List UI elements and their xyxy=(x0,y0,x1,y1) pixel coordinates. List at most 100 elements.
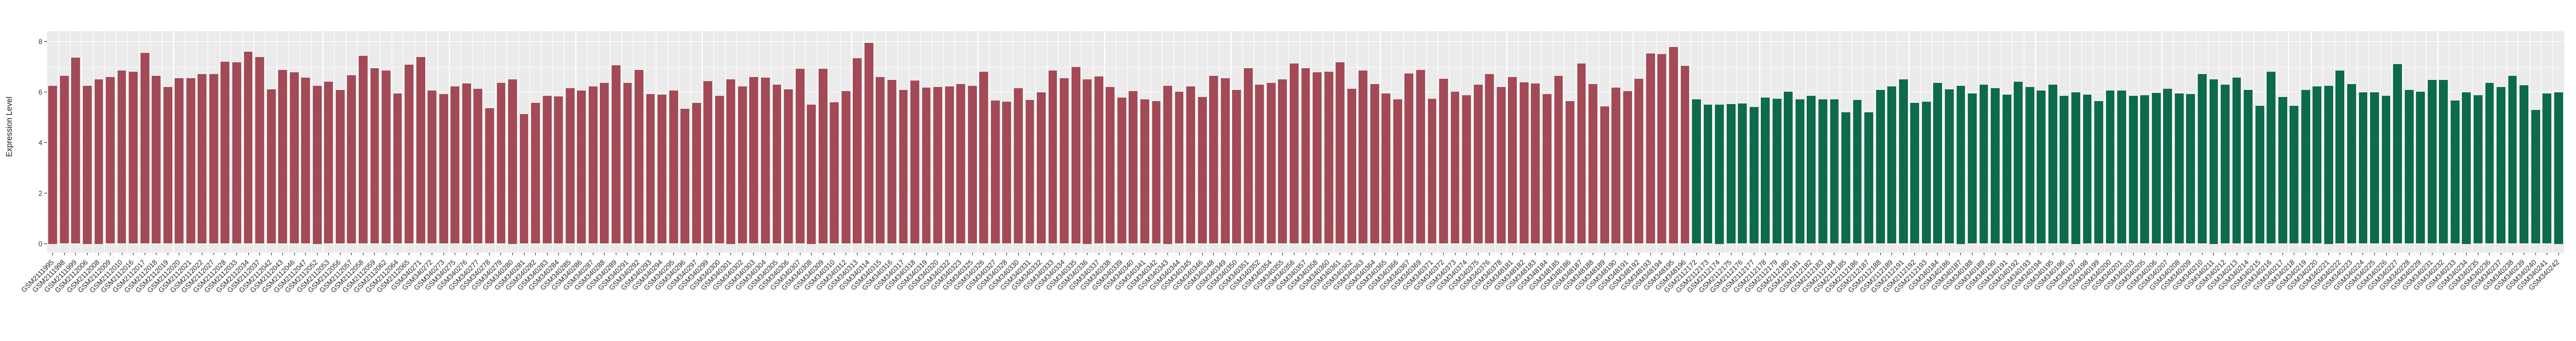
y-tick-label: 2 xyxy=(38,189,42,198)
vertical-gridline xyxy=(1449,31,1450,253)
x-tick-mark xyxy=(1558,253,1559,255)
x-tick-mark xyxy=(1891,253,1893,255)
x-tick-mark xyxy=(834,253,835,255)
bar xyxy=(703,81,713,244)
bar xyxy=(473,88,483,244)
vertical-gridline xyxy=(2391,31,2393,253)
x-tick-mark xyxy=(374,253,375,255)
vertical-gridline xyxy=(1667,31,1669,253)
bar xyxy=(2497,86,2505,244)
bar xyxy=(393,93,402,244)
x-tick-mark xyxy=(316,253,318,255)
vertical-gridline xyxy=(1483,31,1484,253)
x-tick-mark xyxy=(2121,253,2123,255)
bar xyxy=(1243,68,1253,244)
vertical-gridline xyxy=(219,31,220,253)
vertical-gridline xyxy=(989,31,990,253)
x-tick-mark xyxy=(1029,253,1030,255)
x-tick-mark xyxy=(489,253,490,255)
vertical-gridline xyxy=(1736,31,1737,253)
x-tick-mark xyxy=(2098,253,2099,255)
bar xyxy=(1174,92,1184,244)
x-tick-mark xyxy=(512,253,513,255)
bar xyxy=(2037,91,2046,244)
x-tick-mark xyxy=(1604,253,1605,255)
vertical-gridline xyxy=(1690,31,1691,253)
bar xyxy=(48,85,58,244)
vertical-gridline xyxy=(540,31,542,253)
vertical-gridline xyxy=(563,31,565,253)
x-tick-mark xyxy=(1443,253,1444,255)
bar xyxy=(669,91,678,244)
vertical-gridline xyxy=(2552,31,2553,253)
vertical-gridline xyxy=(311,31,312,253)
x-tick-mark xyxy=(2201,253,2203,255)
vertical-gridline xyxy=(2161,31,2163,253)
x-tick-mark xyxy=(133,253,134,255)
bar xyxy=(600,83,609,244)
bar xyxy=(899,90,908,244)
bar xyxy=(853,58,862,244)
x-tick-mark xyxy=(271,253,272,255)
bar xyxy=(106,76,115,244)
bar xyxy=(1266,83,1276,244)
bar xyxy=(1140,99,1149,244)
vertical-gridline xyxy=(2357,31,2358,253)
x-tick-mark xyxy=(2305,253,2306,255)
x-tick-mark xyxy=(1179,253,1180,255)
bar xyxy=(1933,83,1943,244)
bar xyxy=(1566,101,1574,244)
bar xyxy=(577,90,586,244)
x-tick-mark xyxy=(788,253,789,255)
bar xyxy=(1956,85,1966,244)
bar xyxy=(1623,91,1632,244)
bar xyxy=(749,76,759,244)
bar xyxy=(588,86,598,244)
bar xyxy=(2542,93,2552,244)
x-tick-mark xyxy=(960,253,962,255)
bar xyxy=(2531,109,2540,244)
bar xyxy=(1427,98,1437,244)
bar xyxy=(301,77,311,244)
bar xyxy=(1784,92,1793,244)
bar xyxy=(967,86,977,244)
vertical-gridline xyxy=(725,31,726,253)
y-tick-label: 8 xyxy=(38,37,42,46)
bar xyxy=(1669,47,1678,244)
bar xyxy=(2520,85,2529,244)
vertical-gridline xyxy=(276,31,278,253)
x-tick-mark xyxy=(1477,253,1479,255)
vertical-gridline xyxy=(1518,31,1519,253)
x-tick-mark xyxy=(500,253,502,255)
vertical-gridline xyxy=(1897,31,1898,253)
vertical-gridline xyxy=(2380,31,2381,253)
x-tick-mark xyxy=(351,253,352,255)
vertical-gridline xyxy=(1724,31,1726,253)
bar xyxy=(841,91,850,244)
vertical-gridline xyxy=(920,31,921,253)
bar xyxy=(451,86,460,244)
x-tick-mark xyxy=(1914,253,1916,255)
x-tick-mark xyxy=(2144,253,2145,255)
x-tick-mark xyxy=(1259,253,1260,255)
bar xyxy=(71,58,81,244)
x-tick-mark xyxy=(2167,253,2168,255)
bar xyxy=(784,89,793,244)
x-tick-mark xyxy=(2213,253,2214,255)
bar xyxy=(1726,104,1736,244)
bar xyxy=(1094,76,1103,244)
bar xyxy=(1163,85,1172,244)
x-tick-mark xyxy=(1282,253,1283,255)
bar xyxy=(1186,86,1195,244)
x-tick-mark xyxy=(730,253,732,255)
bar xyxy=(289,72,299,244)
bar xyxy=(485,108,494,244)
x-tick-mark xyxy=(1167,253,1168,255)
bar xyxy=(163,86,172,244)
vertical-gridline xyxy=(2414,31,2415,253)
x-tick-mark xyxy=(259,253,261,255)
x-tick-mark xyxy=(1684,253,1686,255)
vertical-gridline xyxy=(1265,31,1266,253)
major-gridline xyxy=(47,41,2564,42)
x-tick-mark xyxy=(2178,253,2180,255)
